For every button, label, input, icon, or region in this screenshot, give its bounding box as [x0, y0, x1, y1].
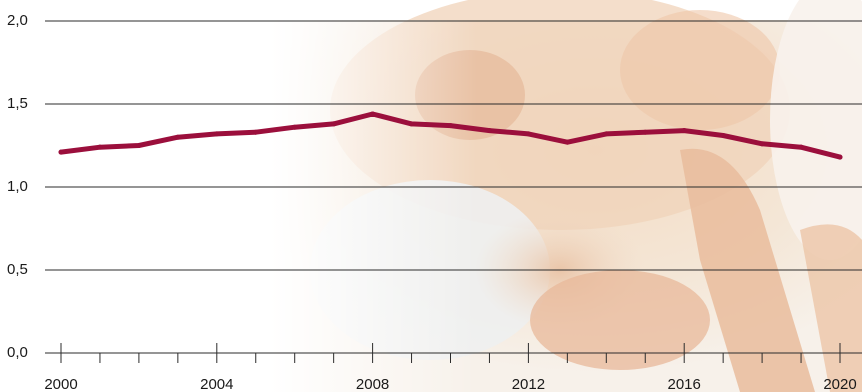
x-tick-label: 2000	[44, 376, 77, 392]
data-point	[798, 144, 804, 150]
y-axis: 0,0 0,5 1,0 1,5 2,0	[7, 12, 28, 361]
data-point	[214, 131, 220, 137]
series-layer	[58, 111, 843, 160]
data-point	[525, 131, 531, 137]
data-point	[292, 124, 298, 130]
data-point	[759, 141, 765, 147]
x-axis: 2000 2004 2008 2012 2016 2020	[44, 343, 857, 392]
x-tick-label: 2020	[823, 376, 856, 392]
data-point	[720, 133, 726, 139]
gridlines	[45, 20, 862, 354]
y-tick-label: 0,5	[7, 261, 28, 278]
y-tick-label: 0,0	[7, 344, 28, 361]
data-point	[681, 128, 687, 134]
data-point	[58, 149, 64, 155]
x-tick-label: 2004	[200, 376, 233, 392]
data-point	[564, 139, 570, 145]
data-point	[409, 121, 415, 127]
data-point	[486, 128, 492, 134]
x-tick-label: 2012	[512, 376, 545, 392]
data-point	[370, 111, 376, 117]
x-tick-label: 2016	[668, 376, 701, 392]
data-point	[642, 129, 648, 135]
y-tick-label: 2,0	[7, 12, 28, 29]
data-point	[97, 144, 103, 150]
data-point	[253, 129, 259, 135]
data-point	[448, 123, 453, 129]
background-photo	[270, 0, 862, 392]
data-point	[175, 134, 181, 140]
data-point	[603, 131, 609, 137]
x-tick-label: 2008	[356, 376, 389, 392]
y-tick-label: 1,5	[7, 95, 28, 112]
data-point	[837, 154, 843, 160]
data-point	[331, 121, 337, 127]
y-tick-label: 1,0	[7, 178, 28, 195]
data-point	[136, 143, 142, 148]
